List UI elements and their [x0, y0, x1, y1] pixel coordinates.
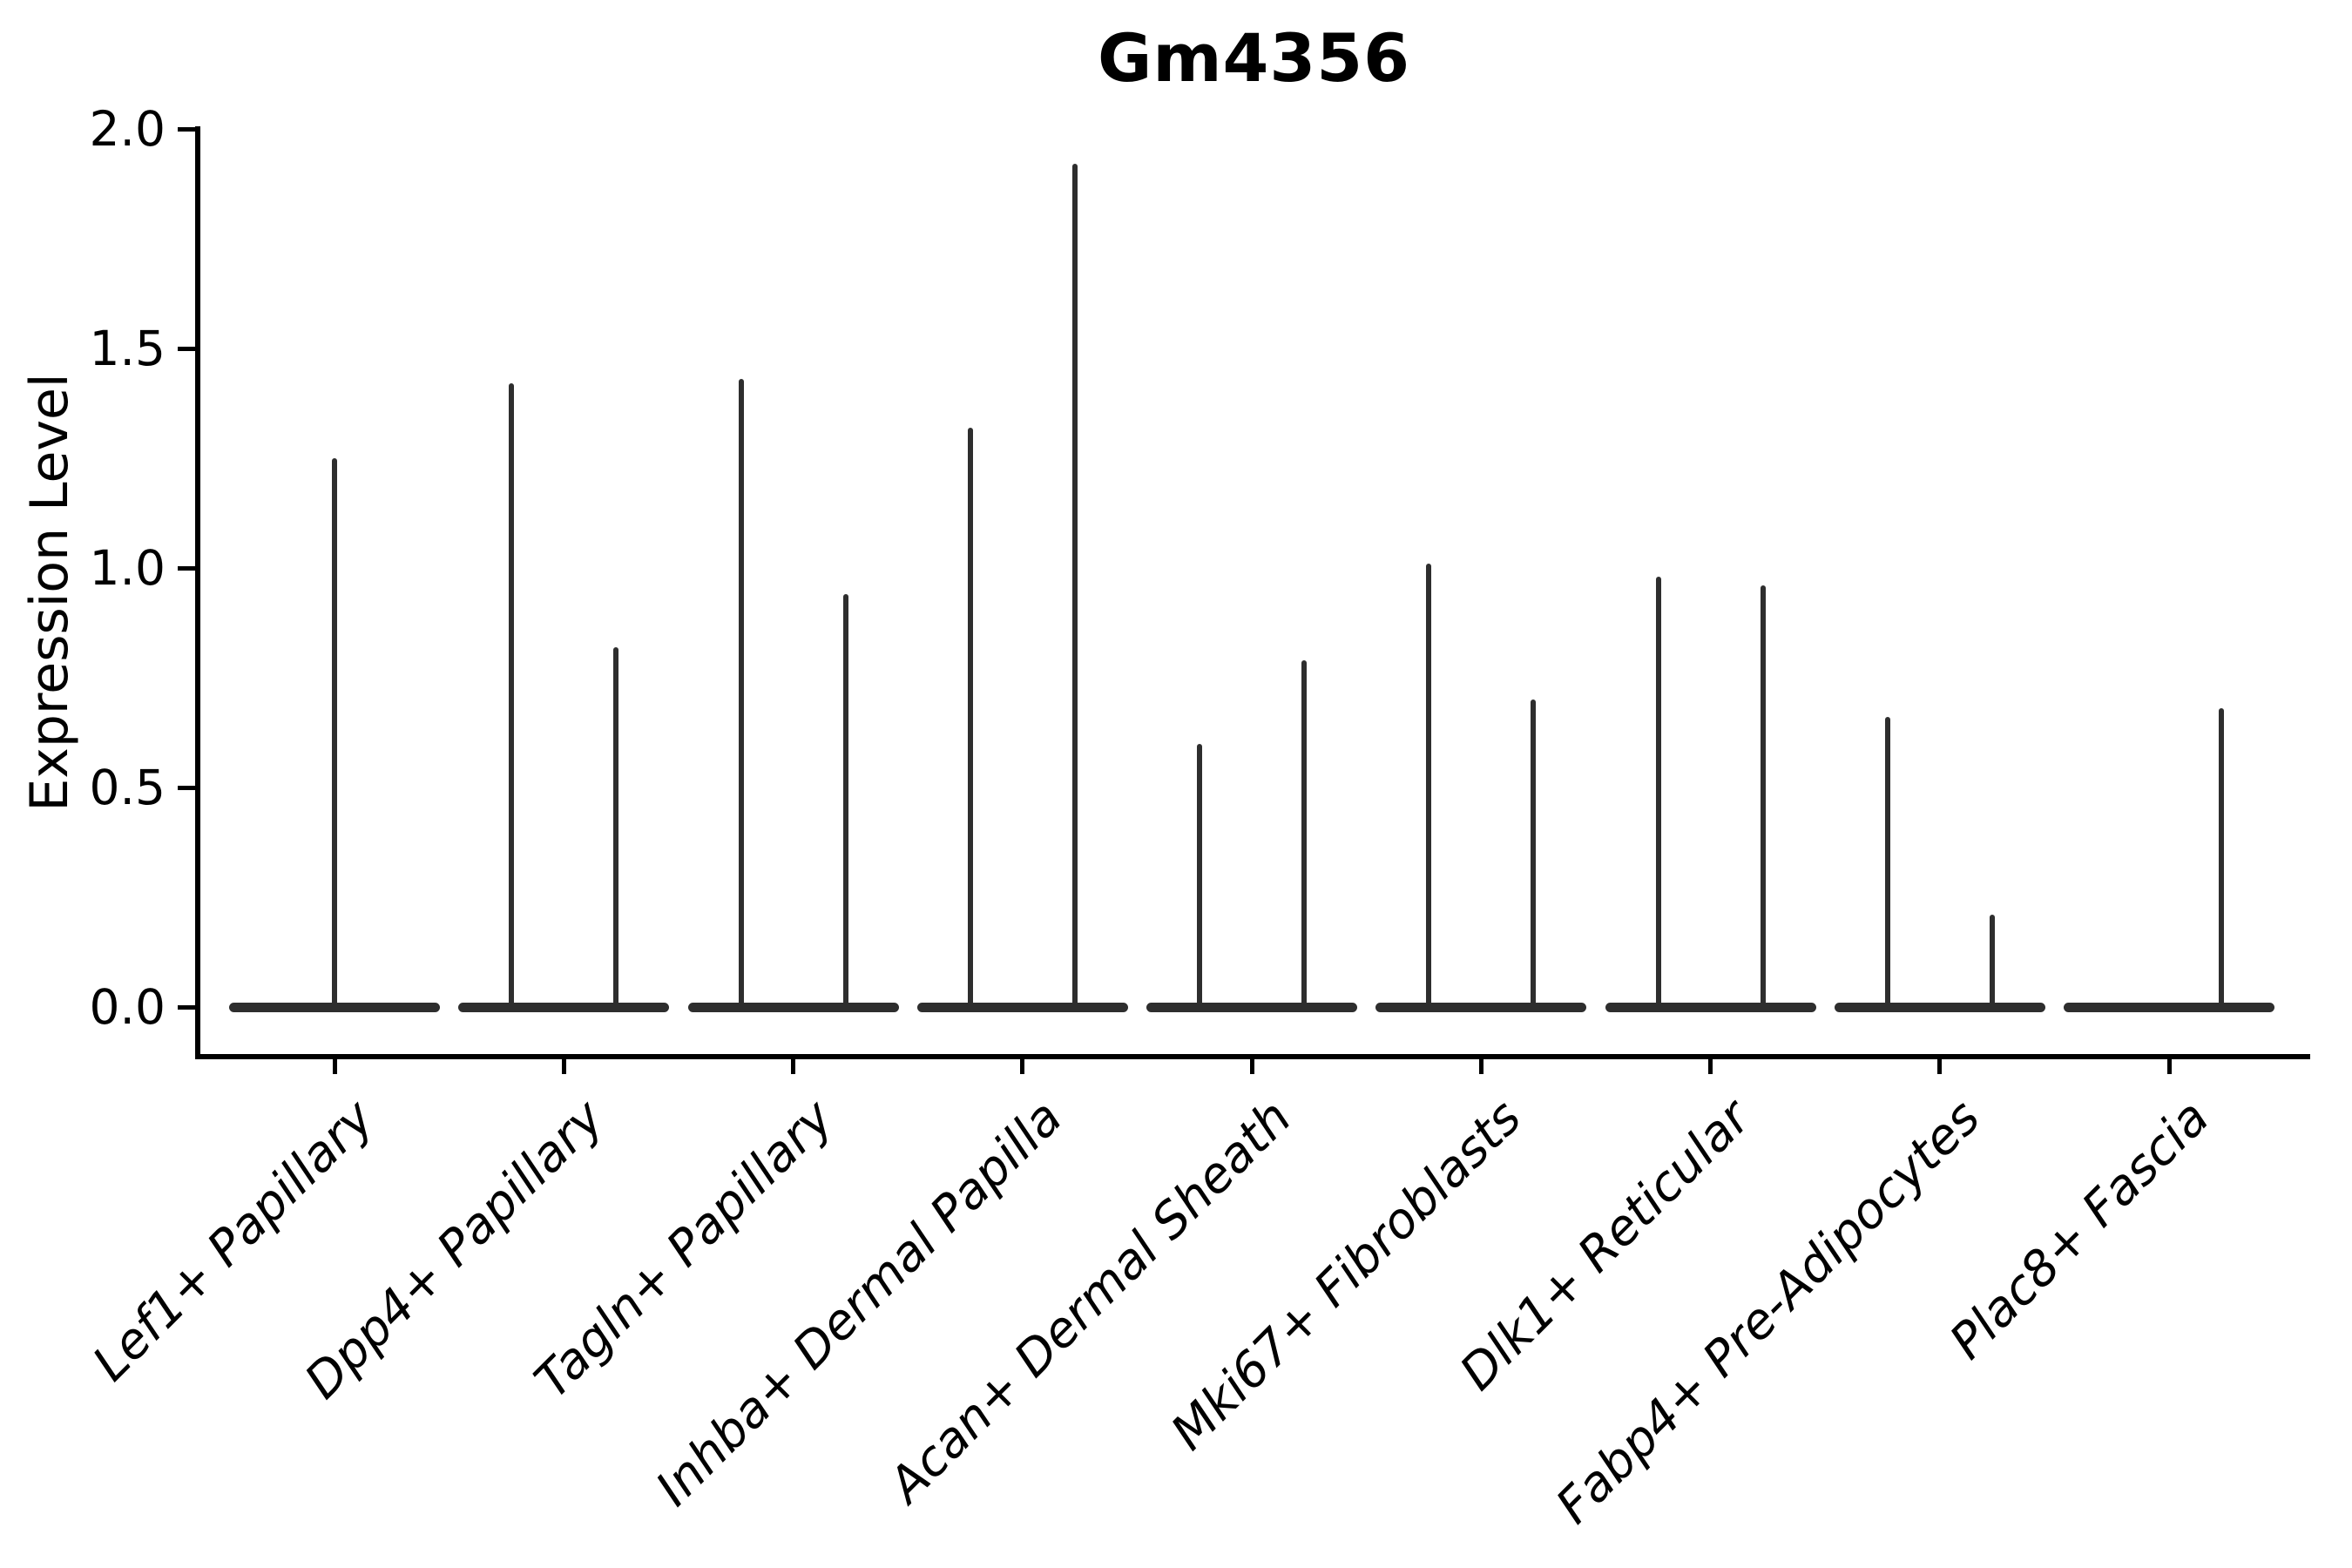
y-tick-mark [178, 565, 195, 571]
x-tick-mark [1249, 1057, 1254, 1074]
violin-spike [1071, 164, 1078, 1011]
y-tick-mark [178, 126, 195, 132]
violin-spike [842, 594, 848, 1011]
violin-base [458, 1002, 670, 1012]
x-tick-mark [1020, 1057, 1025, 1074]
violin-spike [1426, 563, 1432, 1011]
violin-base [2064, 1002, 2274, 1012]
violin-base [1834, 1002, 2045, 1012]
y-tick-mark [178, 1004, 195, 1010]
violin-spike [613, 646, 619, 1011]
violin-spike [1301, 659, 1307, 1011]
x-tick-label: Fabp4+ Pre-Adipocytes [1544, 1089, 1991, 1535]
y-tick-label: 1.0 [89, 540, 166, 596]
y-axis-label: Expression Level [19, 373, 80, 812]
chart-title: Gm4356 [1097, 19, 1411, 97]
violin-base [1375, 1002, 1587, 1012]
y-tick-label: 1.5 [89, 321, 166, 376]
x-tick-label: Acan+ Dermal Sheath [878, 1089, 1303, 1514]
x-tick-mark [561, 1057, 566, 1074]
violin-spike [738, 379, 744, 1011]
y-tick-label: 0.0 [89, 979, 166, 1035]
x-tick-mark [1937, 1057, 1943, 1074]
violin-base [687, 1002, 899, 1012]
violin-base [1605, 1002, 1816, 1012]
y-tick-mark [178, 346, 195, 351]
violin-spike [1531, 700, 1537, 1011]
violin-spike [332, 458, 337, 1011]
x-tick-mark [2166, 1057, 2172, 1074]
violin-spike [2219, 708, 2224, 1011]
violin-spike [1655, 577, 1661, 1011]
y-tick-label: 2.0 [89, 101, 166, 157]
y-tick-label: 0.5 [89, 760, 166, 815]
x-tick-mark [332, 1057, 337, 1074]
violin-spike [967, 427, 973, 1011]
violin-spike [509, 383, 515, 1011]
x-tick-mark [1708, 1057, 1713, 1074]
violin-spike [1884, 717, 1890, 1011]
violin-spike [1760, 585, 1766, 1011]
x-tick-label: Inhba+ Dermal Papilla [645, 1089, 1074, 1517]
y-tick-mark [178, 785, 195, 790]
x-tick-mark [1478, 1057, 1484, 1074]
violin-base [1146, 1002, 1357, 1012]
violin-spike [1197, 743, 1202, 1011]
x-tick-mark [791, 1057, 795, 1074]
violin-base [916, 1002, 1128, 1012]
violin-spike [1989, 915, 1995, 1011]
y-axis-spine [195, 126, 200, 1059]
